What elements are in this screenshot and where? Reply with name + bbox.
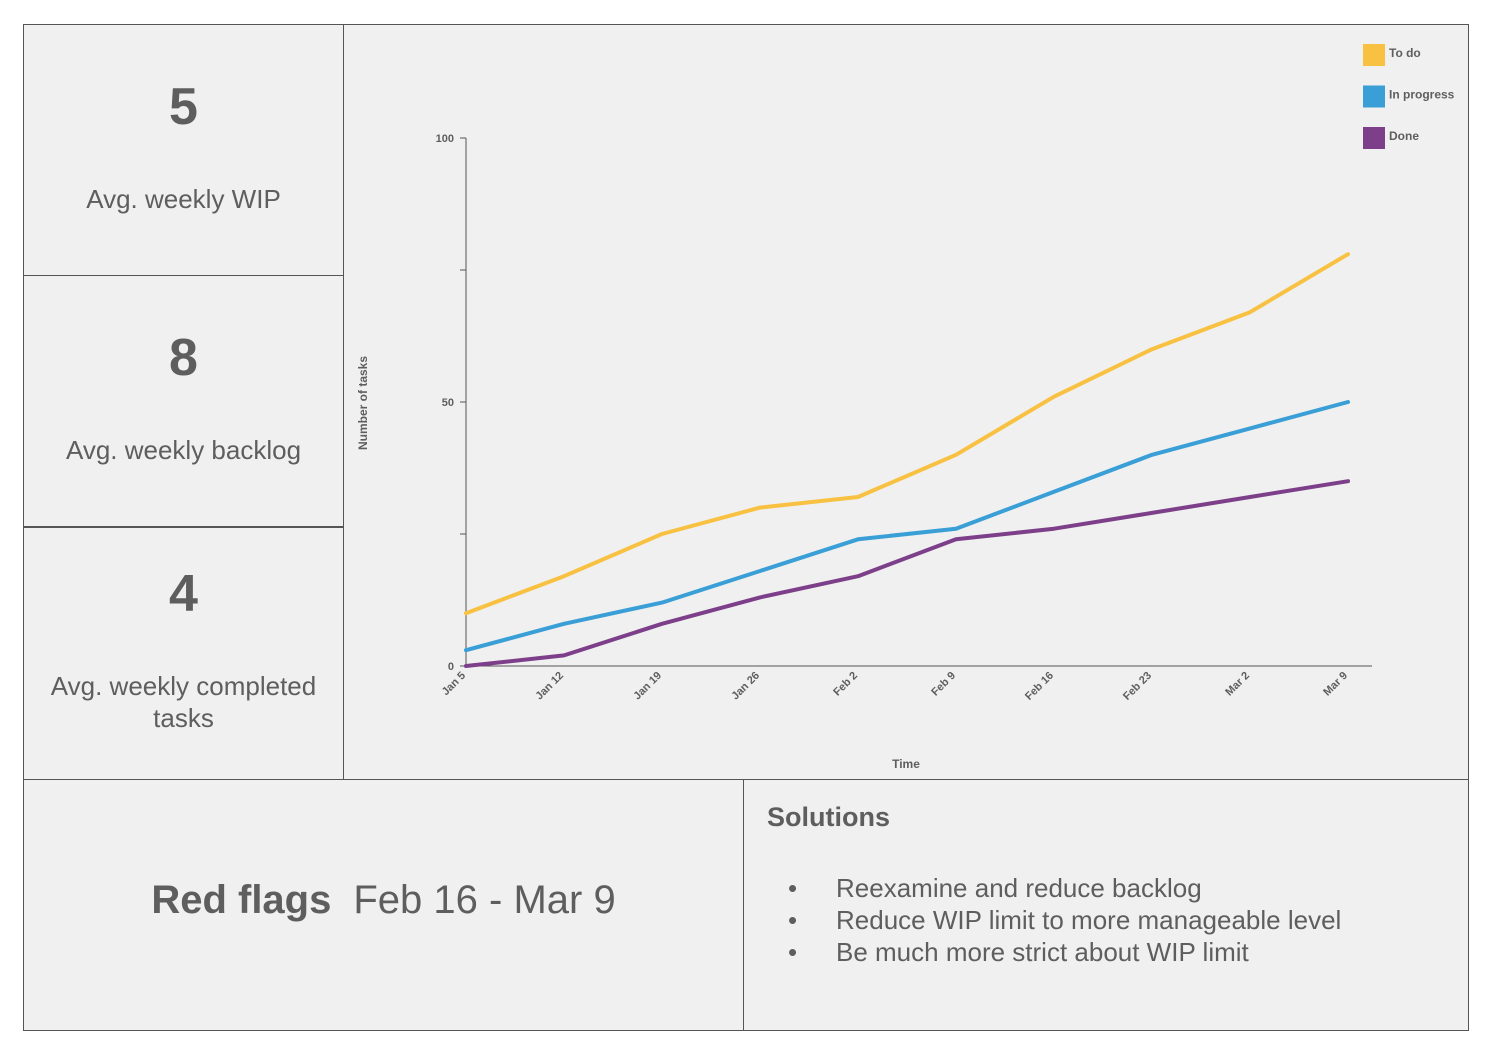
solution-text: Reduce WIP limit to more manageable leve… bbox=[836, 905, 1342, 935]
kpi-card-wip: 5 Avg. weekly WIP bbox=[23, 24, 344, 276]
red-flags-title: Red flags bbox=[151, 878, 332, 922]
chart-panel: 0 50 100 Jan 5 Jan 12 Jan 19 Jan 26 Feb 2 Feb 9 F… bbox=[343, 24, 1469, 780]
bullet-icon: • bbox=[788, 937, 798, 967]
solution-item: • Reexamine and reduce backlog bbox=[788, 872, 1341, 904]
y-tick-label: 50 bbox=[442, 397, 454, 409]
kpi-value: 4 bbox=[169, 565, 198, 623]
line-chart: 0 50 100 Jan 5 Jan 12 Jan 19 Jan 26 Feb 2 Feb 9 F… bbox=[356, 44, 1455, 771]
kpi-value: 8 bbox=[169, 329, 198, 387]
solution-item: • Reduce WIP limit to more manageable lev… bbox=[788, 904, 1341, 936]
y-tick-label: 100 bbox=[436, 133, 454, 145]
bullet-icon: • bbox=[788, 905, 798, 935]
x-tick-label: Feb 9 bbox=[929, 670, 958, 699]
x-tick-label: Feb 16 bbox=[1023, 670, 1056, 703]
y-axis-label: Number of tasks bbox=[356, 356, 370, 450]
legend-swatch bbox=[1363, 127, 1385, 149]
chart-axes: 0 50 100 Jan 5 Jan 12 Jan 19 Jan 26 Feb 2 Feb 9 F… bbox=[436, 133, 1372, 703]
x-tick-label: Jan 5 bbox=[440, 670, 468, 698]
red-flags-panel: Red flags Feb 16 - Mar 9 bbox=[23, 779, 744, 1031]
legend-swatch bbox=[1363, 44, 1385, 66]
x-tick-label: Mar 2 bbox=[1223, 670, 1252, 699]
solutions-title: Solutions bbox=[767, 802, 890, 832]
series-line-to-do bbox=[464, 252, 1350, 616]
solution-text: Be much more strict about WIP limit bbox=[836, 937, 1249, 967]
chart-series-lines bbox=[464, 252, 1350, 668]
kpi-label: Avg. weekly completed tasks bbox=[50, 671, 317, 733]
y-tick-label: 0 bbox=[448, 661, 454, 673]
x-tick-label: Jan 19 bbox=[631, 670, 664, 703]
x-tick-label: Feb 2 bbox=[831, 670, 860, 699]
x-axis-label: Time bbox=[892, 757, 920, 771]
x-tick-label: Jan 12 bbox=[533, 670, 566, 703]
solutions-list: • Reexamine and reduce backlog • Reduce WI… bbox=[788, 872, 1341, 968]
kpi-value: 5 bbox=[169, 78, 198, 136]
kpi-label: Avg. weekly backlog bbox=[65, 435, 302, 465]
x-tick-label: Feb 23 bbox=[1121, 670, 1154, 703]
solutions-panel: Solutions • Reexamine and reduce backlog … bbox=[743, 779, 1469, 1031]
kpi-label: Avg. weekly WIP bbox=[86, 184, 281, 214]
chart-legend: To do In progress Done bbox=[1363, 44, 1455, 149]
legend-label: To do bbox=[1389, 46, 1421, 60]
kpi-card-completed: 4 Avg. weekly completed tasks bbox=[23, 527, 344, 780]
x-tick-label: Mar 9 bbox=[1321, 670, 1350, 699]
series-line-done bbox=[464, 479, 1350, 668]
legend-label: Done bbox=[1389, 129, 1419, 143]
legend-swatch bbox=[1363, 85, 1385, 108]
series-line-in-progress bbox=[464, 400, 1350, 653]
x-tick-label: Jan 26 bbox=[729, 670, 762, 703]
red-flags-range: Feb 16 - Mar 9 bbox=[353, 878, 616, 922]
solution-item: • Be much more strict about WIP limit bbox=[788, 936, 1341, 968]
legend-label: In progress bbox=[1389, 88, 1455, 102]
solution-text: Reexamine and reduce backlog bbox=[836, 873, 1202, 903]
bullet-icon: • bbox=[788, 873, 798, 903]
kpi-card-backlog: 8 Avg. weekly backlog bbox=[23, 275, 344, 527]
